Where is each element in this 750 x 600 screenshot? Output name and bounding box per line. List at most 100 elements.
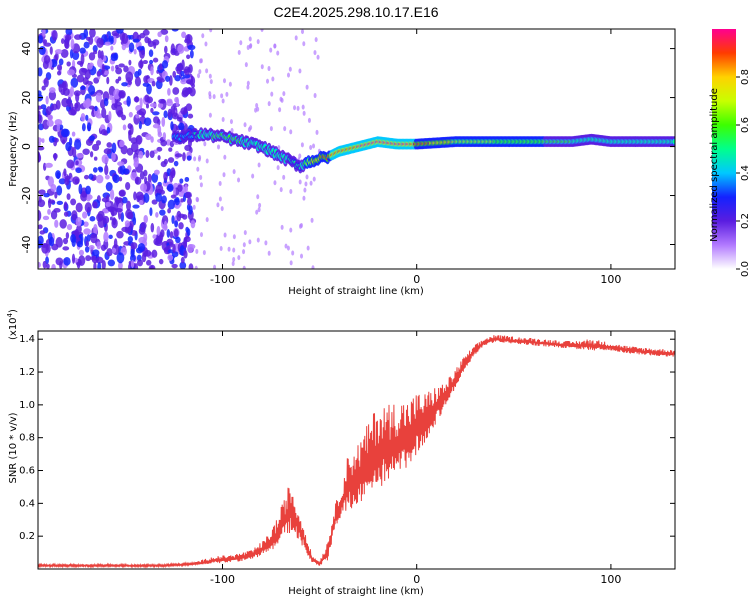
heatmap-cell (124, 220, 130, 228)
heatmap-cell (158, 78, 165, 83)
heatmap-cell (184, 176, 190, 182)
heatmap-cell (70, 77, 79, 88)
heatmap-cell (178, 122, 185, 131)
heatmap-cell (75, 202, 83, 213)
colorbar-gradient (712, 29, 736, 269)
heatmap-cell (176, 63, 182, 69)
heatmap-cell (72, 176, 80, 185)
heatmap-cell (64, 38, 69, 49)
heatmap-cell (38, 235, 44, 246)
heatmap-cell (110, 65, 115, 72)
heatmap-cell (101, 197, 109, 203)
heatmap-cell (163, 220, 168, 230)
heatmap-cell (150, 136, 154, 143)
y-tick-label: 20 (20, 91, 33, 105)
heatmap-cell (53, 152, 57, 161)
heatmap-cell (67, 69, 75, 76)
heatmap-cell (42, 215, 50, 221)
heatmap-cell (160, 229, 165, 238)
heatmap-cell (310, 217, 314, 223)
heatmap-cell (94, 105, 98, 112)
heatmap-cell (204, 41, 208, 47)
heatmap-cell (130, 259, 135, 269)
heatmap-cell (278, 107, 282, 113)
heatmap-cell (108, 110, 112, 122)
heatmap-cell (198, 69, 202, 75)
heatmap-cell (152, 234, 157, 239)
heatmap-cell (144, 249, 152, 257)
heatmap-cell (89, 29, 96, 38)
heatmap-cell (116, 230, 124, 239)
heatmap-cell (121, 43, 127, 51)
heatmap-cell (66, 61, 71, 67)
heatmap-cell (306, 245, 310, 251)
heatmap-cell (87, 63, 93, 70)
heatmap-cell (55, 237, 63, 248)
heatmap-cell (157, 131, 163, 138)
heatmap-cell (126, 147, 134, 156)
heatmap-cell (184, 87, 193, 95)
heatmap-cell (205, 217, 209, 223)
heatmap-cell (58, 58, 64, 66)
heatmap-cell (116, 252, 125, 264)
heatmap-cell (83, 221, 89, 227)
heatmap-cell (92, 45, 98, 53)
heatmap-cell (209, 29, 213, 33)
heatmap-cell (136, 110, 143, 116)
heatmap-cell (182, 74, 191, 79)
heatmap-cell (143, 214, 149, 224)
heatmap-cell (116, 29, 124, 34)
heatmap-cell (157, 31, 162, 38)
heatmap-cell (208, 91, 212, 97)
heatmap-cell (212, 94, 216, 100)
heatmap-cell (84, 69, 91, 80)
heatmap-cell (159, 209, 166, 216)
heatmap-cell (143, 192, 150, 203)
colorbar-tick-label: 0.2 (740, 213, 750, 229)
chart-title: C2E4.2025.298.10.17.E16 (273, 4, 439, 20)
heatmap-cell (95, 140, 101, 146)
heatmap-cell (140, 221, 147, 230)
heatmap-cell (255, 209, 259, 215)
heatmap-cell (313, 93, 317, 99)
heatmap-cell (264, 240, 268, 246)
heatmap-cell (114, 208, 123, 213)
heatmap-cell (127, 236, 134, 243)
heatmap-cell (312, 176, 316, 182)
heatmap-cell (125, 181, 131, 191)
heatmap-cell (145, 133, 152, 141)
heatmap-cell (88, 85, 96, 96)
heatmap-cell (302, 110, 306, 116)
heatmap-cell (174, 74, 181, 82)
heatmap-cell (220, 93, 224, 99)
colorbar-tick-label: 0.6 (740, 117, 750, 133)
heatmap-cell (60, 128, 69, 138)
heatmap-cell (76, 152, 84, 159)
heatmap-cell (45, 95, 49, 105)
heatmap-cell (133, 48, 137, 55)
heatmap-cell (121, 114, 127, 121)
heatmap-cell (181, 31, 187, 39)
heatmap-cell (69, 86, 75, 97)
heatmap-cell (289, 260, 293, 266)
heatmap-cell (279, 187, 283, 193)
heatmap-cell (197, 73, 201, 79)
heatmap-cell (173, 228, 179, 238)
x-tick-label: 100 (600, 273, 621, 286)
heatmap-cell (66, 193, 71, 200)
heatmap-cell (149, 59, 154, 65)
heatmap-cell (267, 250, 271, 256)
heatmap-cell (161, 195, 167, 204)
heatmap-cell (51, 103, 58, 111)
heatmap-cell (54, 137, 59, 143)
heatmap-cell (48, 90, 57, 101)
heatmap-cell (88, 244, 95, 250)
heatmap-cell (286, 72, 290, 78)
snr-y-ticks: 0.2 0.4 0.6 0.8 1.0 1.2 1.4 (19, 334, 675, 542)
heatmap-cell (309, 180, 313, 186)
heatmap-cell (119, 140, 125, 148)
heatmap-cell (70, 198, 77, 206)
heatmap-cell (66, 159, 75, 169)
heatmap-cell (242, 242, 246, 248)
heatmap-cell (163, 158, 168, 165)
